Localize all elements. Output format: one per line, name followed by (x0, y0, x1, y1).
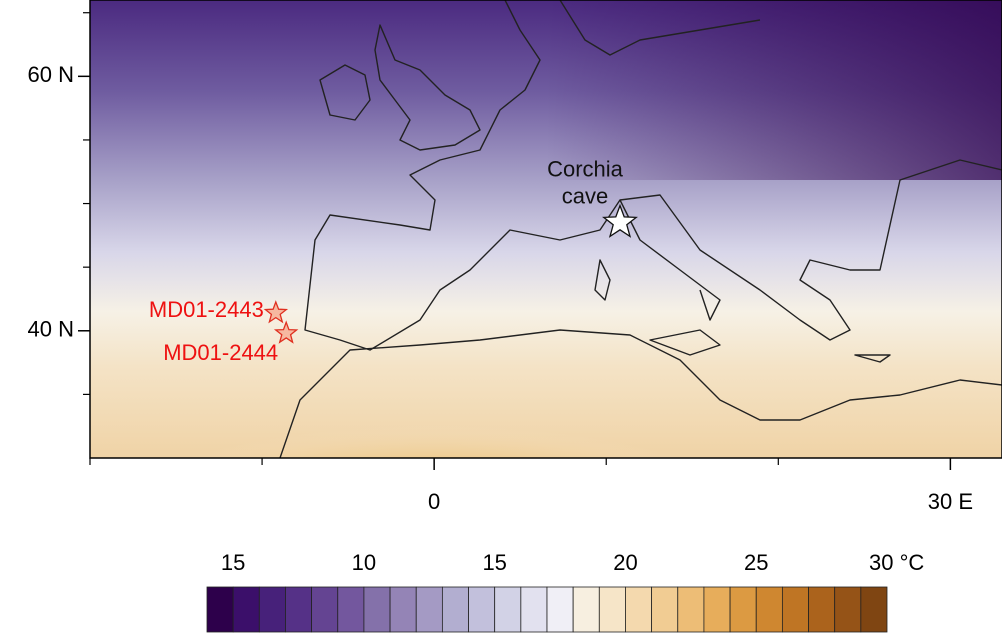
colorbar-swatch (781, 586, 809, 633)
colorbar: 15 10 15 20 25 30 °C (206, 550, 924, 633)
map-frame (89, 0, 1002, 459)
colorbar-swatch (729, 586, 757, 633)
colorbar-swatch (860, 586, 888, 633)
colorbar-swatch (625, 586, 653, 633)
colorbar-swatch (834, 586, 862, 633)
colorbar-swatch (520, 586, 548, 633)
colorbar-swatch (703, 586, 731, 633)
colorbar-swatch (494, 586, 522, 633)
site-marker (602, 203, 638, 238)
colorbar-swatch (363, 586, 391, 633)
site-marker (263, 300, 289, 324)
site-label: Corchia (547, 156, 624, 181)
colorbar-swatch (651, 586, 679, 633)
colorbar-swatch (389, 586, 417, 633)
colorbar-swatch (337, 586, 365, 633)
site-label: MD01-2443 (149, 297, 264, 322)
site-marker (273, 320, 299, 344)
site-label: cave (562, 183, 608, 208)
colorbar-swatch (755, 586, 783, 633)
colorbar-swatch (441, 586, 469, 633)
colorbar-swatch (468, 586, 496, 633)
colorbar-swatch (677, 586, 705, 633)
colorbar-label: 10 (352, 550, 376, 575)
colorbar-label: 15 (221, 550, 245, 575)
colorbar-swatch (258, 586, 286, 633)
colorbar-swatch (206, 586, 234, 633)
colorbar-label: 20 (613, 550, 637, 575)
colorbar-label: 25 (744, 550, 768, 575)
coastlines (279, 0, 1002, 458)
lon-tick-label: 30 E (928, 489, 973, 514)
colorbar-swatch (415, 586, 443, 633)
colorbar-swatch (546, 586, 574, 633)
colorbar-label: 30 °C (869, 550, 924, 575)
colorbar-swatch (598, 586, 626, 633)
colorbar-swatch (572, 586, 600, 633)
map-area (90, 0, 1002, 458)
colorbar-swatch (232, 586, 260, 633)
colorbar-swatch (808, 586, 836, 633)
lat-tick-label: 60 N (28, 62, 74, 87)
colorbar-swatch (285, 586, 313, 633)
colorbar-swatch (311, 586, 339, 633)
colorbar-label: 15 (482, 550, 506, 575)
axes: 60 N 40 N 0 30 E (28, 12, 973, 514)
temperature-field (90, 0, 1002, 180)
temperature-field (111, 320, 829, 458)
site-label: MD01-2444 (163, 340, 278, 365)
lon-tick-label: 0 (428, 489, 440, 514)
lat-tick-label: 40 N (28, 317, 74, 342)
